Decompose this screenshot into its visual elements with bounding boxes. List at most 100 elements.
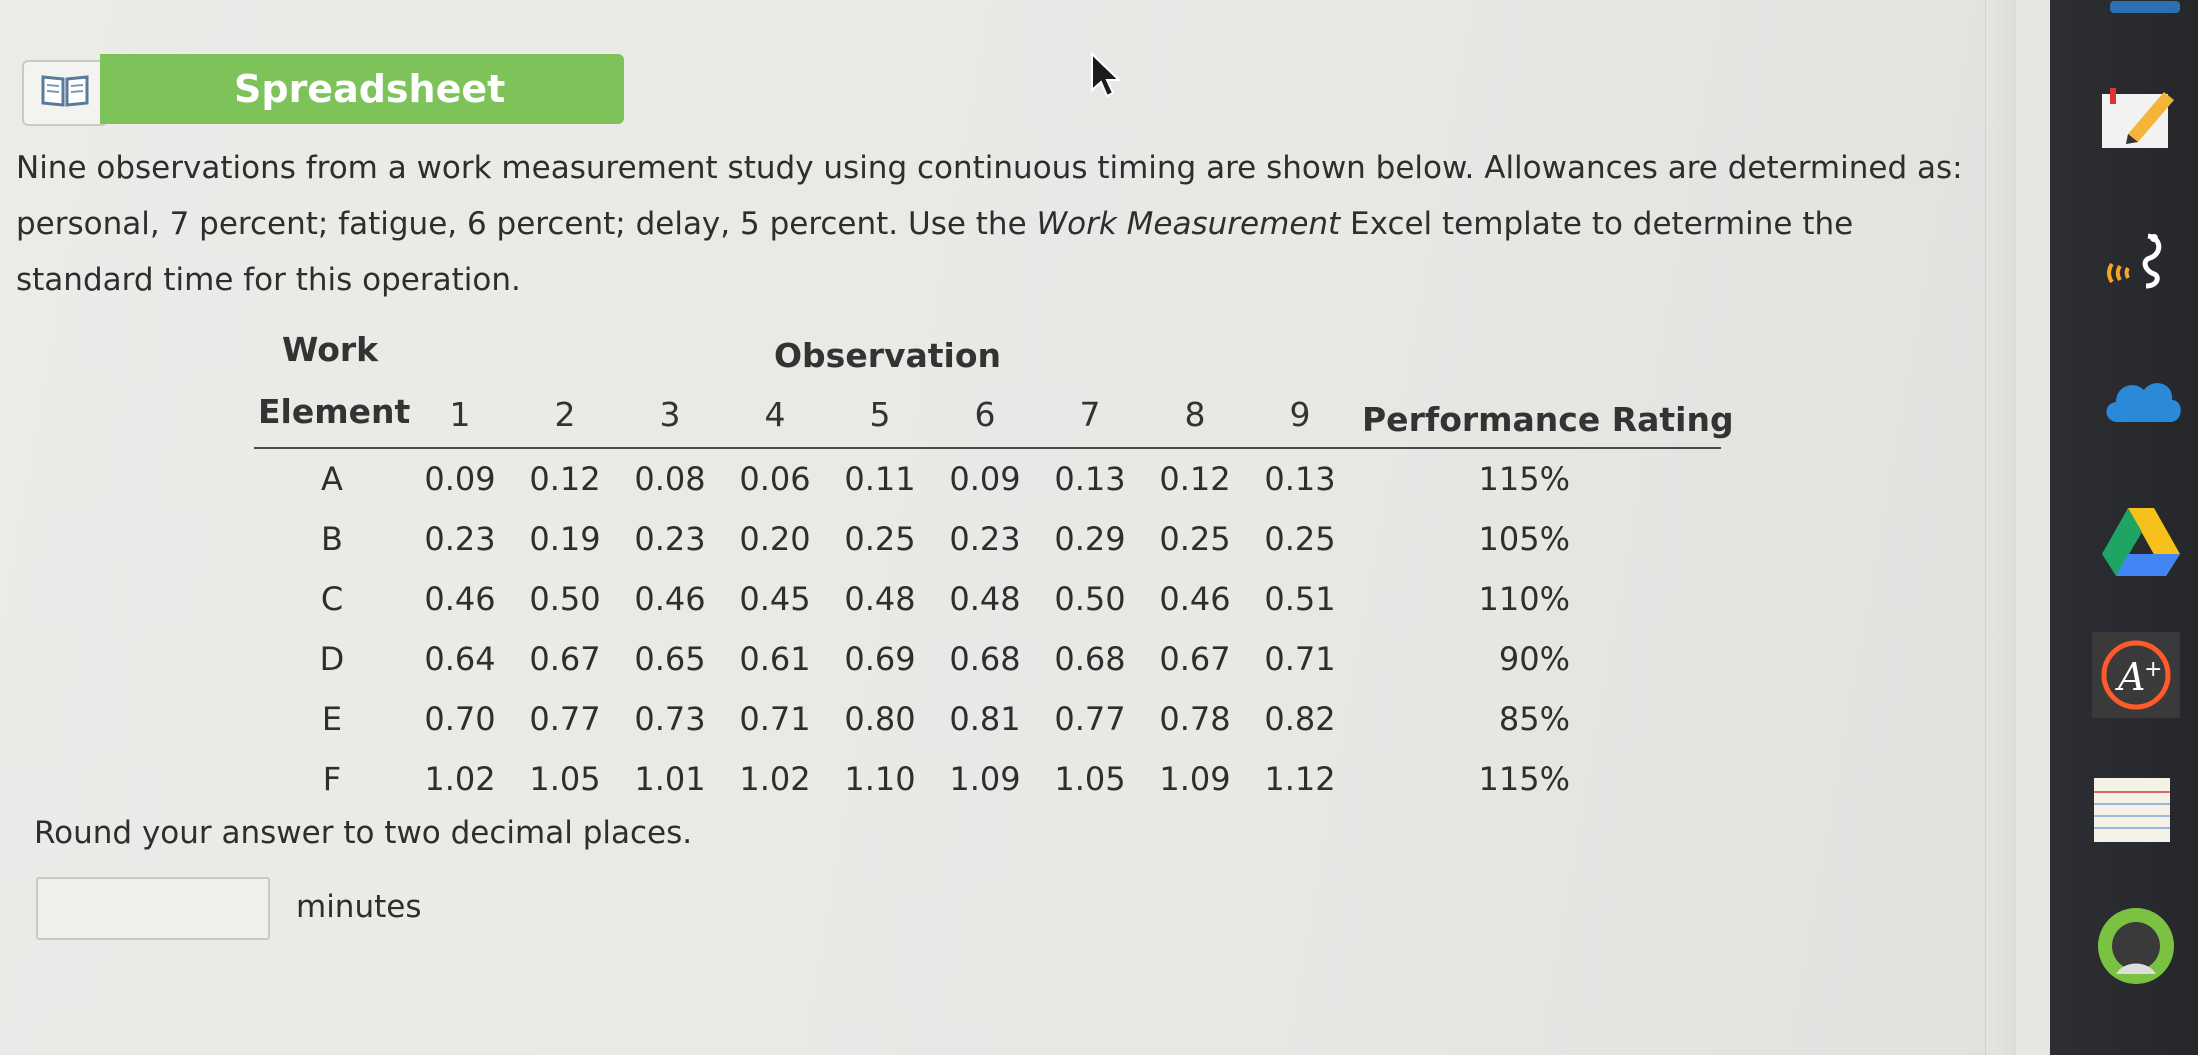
observation-column-9: 9 [1289, 395, 1311, 434]
table-cell-performance-rating: 105% [1478, 520, 1570, 558]
table-cell-observation: 0.51 [1264, 580, 1336, 618]
table-cell-observation: 0.48 [844, 580, 916, 618]
table-cell-observation: 0.29 [1054, 520, 1126, 558]
spreadsheet-tab[interactable]: Spreadsheet [100, 54, 624, 124]
table-cell-observation: 0.08 [634, 460, 706, 498]
table-cell-observation: 1.02 [424, 760, 496, 798]
observation-column-4: 4 [764, 395, 786, 434]
table-cell-observation: 0.13 [1054, 460, 1126, 498]
answer-unit-label: minutes [296, 889, 422, 925]
table-cell-observation: 0.48 [949, 580, 1021, 618]
observation-column-3: 3 [659, 395, 681, 434]
table-cell-observation: 0.09 [424, 460, 496, 498]
table-cell-observation: 0.45 [739, 580, 811, 618]
table-cell-element: E [321, 700, 343, 738]
table-cell-observation: 0.68 [949, 640, 1021, 678]
table-cell-observation: 0.77 [529, 700, 601, 738]
table-cell-observation: 0.25 [1264, 520, 1336, 558]
table-cell-observation: 0.23 [949, 520, 1021, 558]
table-cell-observation: 0.11 [844, 460, 916, 498]
observation-column-1: 1 [449, 395, 471, 434]
answer-input[interactable] [36, 877, 270, 940]
circle-app-icon[interactable] [2094, 904, 2178, 992]
table-cell-observation: 0.23 [634, 520, 706, 558]
table-cell-observation: 0.82 [1264, 700, 1336, 738]
rounding-instruction: Round your answer to two decimal places. [34, 815, 693, 851]
table-cell-observation: 0.78 [1159, 700, 1231, 738]
a-plus-icon[interactable]: A + [2092, 632, 2180, 722]
table-cell-element: F [322, 760, 342, 798]
table-cell-observation: 0.20 [739, 520, 811, 558]
table-cell-observation: 0.64 [424, 640, 496, 678]
table-cell-observation: 0.12 [529, 460, 601, 498]
table-cell-observation: 0.25 [1159, 520, 1231, 558]
table-cell-observation: 0.25 [844, 520, 916, 558]
question-part2: Excel template to determine the standard… [16, 206, 1854, 298]
table-cell-performance-rating: 90% [1498, 640, 1570, 678]
read-aloud-icon[interactable] [2098, 224, 2172, 302]
table-cell-observation: 0.13 [1264, 460, 1336, 498]
table-cell-observation: 1.10 [844, 760, 916, 798]
table-cell-observation: 1.12 [1264, 760, 1336, 798]
table-cell-observation: 1.09 [949, 760, 1021, 798]
question-part1: Nine observations from a work measuremen… [16, 150, 1963, 242]
table-cell-observation: 0.67 [529, 640, 601, 678]
mouse-cursor-icon [1090, 51, 1124, 104]
performance-rating-header: Performance Rating [1362, 400, 1734, 439]
dock-top-partial-icon[interactable] [2110, 0, 2180, 19]
observation-column-6: 6 [974, 395, 996, 434]
table-cell-element: D [319, 640, 345, 678]
table-cell-observation: 1.01 [634, 760, 706, 798]
table-cell-observation: 0.09 [949, 460, 1021, 498]
annotate-icon[interactable] [2098, 82, 2178, 156]
table-cell-observation: 0.46 [424, 580, 496, 618]
table-cell-observation: 0.77 [1054, 700, 1126, 738]
book-button[interactable] [22, 60, 108, 126]
google-drive-icon[interactable] [2100, 506, 2182, 582]
table-cell-observation: 0.19 [529, 520, 601, 558]
question-text: Nine observations from a work measuremen… [16, 140, 1976, 308]
table-cell-performance-rating: 115% [1478, 460, 1570, 498]
table-cell-observation: 0.12 [1159, 460, 1231, 498]
table-cell-observation: 0.73 [634, 700, 706, 738]
table-cell-observation: 0.70 [424, 700, 496, 738]
table-cell-observation: 0.80 [844, 700, 916, 738]
table-cell-observation: 0.69 [844, 640, 916, 678]
notes-icon[interactable] [2092, 776, 2172, 848]
table-cell-element: B [321, 520, 343, 558]
table-cell-element: A [321, 460, 343, 498]
table-cell-observation: 0.50 [1054, 580, 1126, 618]
table-cell-observation: 0.67 [1159, 640, 1231, 678]
table-cell-observation: 0.71 [739, 700, 811, 738]
table-cell-observation: 0.65 [634, 640, 706, 678]
onedrive-icon[interactable] [2100, 370, 2184, 432]
table-cell-observation: 1.09 [1159, 760, 1231, 798]
table-cell-observation: 0.81 [949, 700, 1021, 738]
page-edge [1985, 0, 2016, 1055]
table-cell-performance-rating: 110% [1478, 580, 1570, 618]
table-cell-observation: 1.02 [739, 760, 811, 798]
svg-text:A: A [2115, 655, 2145, 699]
table-cell-observation: 1.05 [1054, 760, 1126, 798]
table-cell-observation: 0.68 [1054, 640, 1126, 678]
observation-header: Observation [774, 336, 1002, 375]
table-cell-observation: 0.23 [424, 520, 496, 558]
observation-column-5: 5 [869, 395, 891, 434]
svg-text:+: + [2144, 657, 2162, 682]
table-cell-observation: 0.50 [529, 580, 601, 618]
observation-column-2: 2 [554, 395, 576, 434]
table-cell-observation: 0.46 [634, 580, 706, 618]
table-cell-observation: 0.46 [1159, 580, 1231, 618]
element-header: Element [258, 392, 411, 431]
table-cell-observation: 0.61 [739, 640, 811, 678]
work-header: Work [282, 330, 379, 369]
table-cell-element: C [320, 580, 344, 618]
observation-column-8: 8 [1184, 395, 1206, 434]
table-cell-performance-rating: 85% [1498, 700, 1570, 738]
table-cell-observation: 0.06 [739, 460, 811, 498]
observation-column-7: 7 [1079, 395, 1101, 434]
content-page [0, 0, 2010, 1055]
table-header-rule [254, 447, 1721, 449]
open-book-icon [39, 73, 91, 113]
spreadsheet-tab-label: Spreadsheet [234, 67, 506, 111]
